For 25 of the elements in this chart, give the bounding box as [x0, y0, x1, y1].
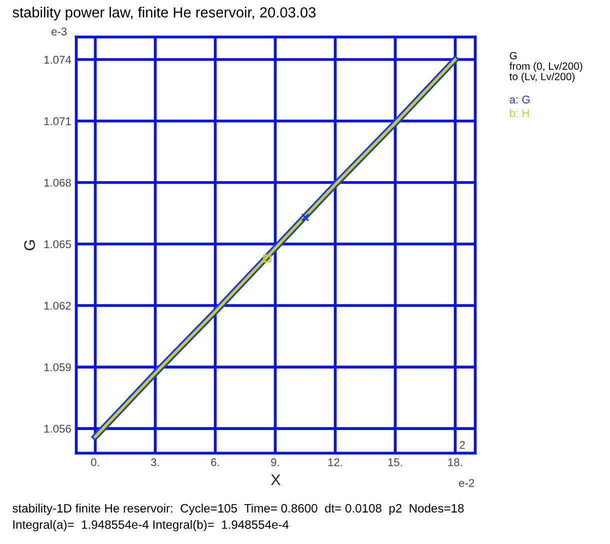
text: Integral(a)= 1.948554e-4 Integral(b)= 1.948554e-4: [13, 520, 289, 532]
x-tick-label: 6.: [211, 458, 219, 466]
annotation: 2: [460, 441, 465, 449]
y-tick-label: 1.074: [44, 56, 72, 64]
text: e-2: [458, 479, 474, 487]
x-tick-label: 12.: [328, 458, 342, 466]
text: a: G: [510, 96, 530, 104]
y-tick-label: 1.071: [44, 117, 71, 126]
x-tick-label: 18.: [448, 458, 462, 466]
text: e-3: [52, 28, 67, 36]
y-tick-label: 1.068: [44, 178, 71, 187]
y-tick-label: 1.065: [44, 240, 71, 248]
x-tick-label: 15.: [388, 458, 402, 466]
chart-title: stability power law, finite He reservoir, 20.03.03: [12, 6, 316, 20]
x-tick-label: 3.: [151, 458, 159, 466]
y-tick-label: 1.056: [44, 424, 71, 433]
x-tick-label: 0.: [91, 458, 99, 466]
y-tick-label: 1.062: [44, 302, 71, 310]
x-tick-label: 9.: [271, 458, 279, 466]
text: G from (0, Lv/200) to (Lv, Lv/200): [510, 52, 582, 82]
x-axis-title: X: [270, 474, 280, 485]
y-axis-title: G: [24, 240, 36, 250]
text: stability-1D finite He reservoir: Cycle=105 Time= 0.8600 dt= 0.0108 p2 Nodes=18: [12, 504, 464, 515]
text: b: H: [510, 108, 529, 118]
y-tick-label: 1.059: [44, 363, 71, 372]
